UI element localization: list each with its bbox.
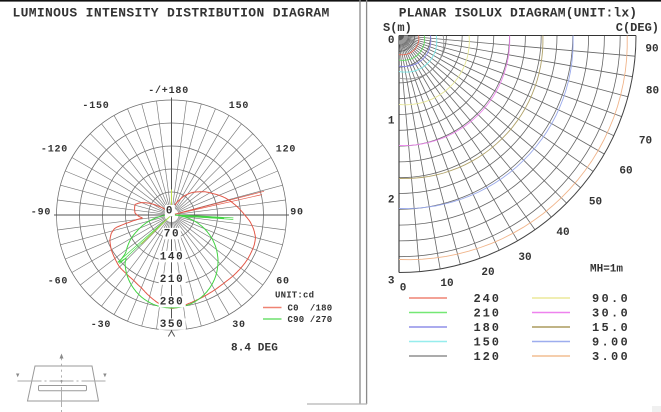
svg-text:70: 70 xyxy=(164,229,180,241)
svg-text:50: 50 xyxy=(589,197,602,209)
svg-text:UNIT:cd: UNIT:cd xyxy=(275,291,314,301)
svg-text:-/+180: -/+180 xyxy=(148,85,189,97)
svg-text:C(DEG): C(DEG) xyxy=(616,21,659,35)
svg-text:C0 /180: C0 /180 xyxy=(288,304,333,314)
svg-text:350: 350 xyxy=(160,319,185,331)
svg-text:280: 280 xyxy=(160,297,185,309)
svg-text:210: 210 xyxy=(160,274,185,286)
svg-text:120: 120 xyxy=(474,350,501,364)
svg-text:60: 60 xyxy=(276,277,290,288)
svg-text:150: 150 xyxy=(229,101,249,112)
svg-text:120: 120 xyxy=(276,145,296,156)
svg-text:20: 20 xyxy=(481,267,494,279)
svg-text:9.00: 9.00 xyxy=(592,336,630,350)
svg-text:15.0: 15.0 xyxy=(592,321,630,335)
svg-text:140: 140 xyxy=(160,252,185,264)
svg-text:-150: -150 xyxy=(82,101,109,112)
svg-text:MH=1m: MH=1m xyxy=(590,264,623,276)
svg-text:0: 0 xyxy=(166,206,174,218)
svg-text:10: 10 xyxy=(440,278,453,290)
svg-text:-30: -30 xyxy=(91,320,111,331)
svg-text:S(m): S(m) xyxy=(383,21,412,35)
svg-text:210: 210 xyxy=(474,307,501,321)
svg-text:80: 80 xyxy=(646,86,659,98)
svg-text:150: 150 xyxy=(474,336,501,350)
svg-text:240: 240 xyxy=(474,292,501,306)
svg-text:0: 0 xyxy=(388,35,395,47)
svg-text:60: 60 xyxy=(619,166,632,178)
svg-text:90: 90 xyxy=(290,208,304,219)
svg-text:1: 1 xyxy=(388,116,395,128)
svg-text:LUMINOUS INTENSITY DISTRIBUTIO: LUMINOUS INTENSITY DISTRIBUTION DIAGRAM xyxy=(13,6,330,21)
svg-text:30: 30 xyxy=(232,320,246,331)
svg-text:180: 180 xyxy=(474,321,501,335)
svg-text:C90 /270: C90 /270 xyxy=(288,315,333,325)
svg-text:PLANAR ISOLUX DIAGRAM(UNIT:lx): PLANAR ISOLUX DIAGRAM(UNIT:lx) xyxy=(399,6,638,21)
svg-text:90: 90 xyxy=(645,44,658,56)
svg-text:8.4 DEG: 8.4 DEG xyxy=(231,343,278,355)
svg-text:3.00: 3.00 xyxy=(592,350,630,364)
svg-text:90.0: 90.0 xyxy=(592,292,630,306)
svg-text:-90: -90 xyxy=(31,208,51,219)
svg-text:70: 70 xyxy=(639,136,652,148)
svg-text:-60: -60 xyxy=(48,277,68,288)
svg-text:3: 3 xyxy=(388,275,395,287)
svg-text:30: 30 xyxy=(518,252,531,264)
svg-text:-120: -120 xyxy=(41,145,68,156)
svg-text:0: 0 xyxy=(400,283,407,295)
svg-text:40: 40 xyxy=(556,227,569,239)
svg-text:2: 2 xyxy=(388,195,395,207)
svg-text:30.0: 30.0 xyxy=(592,307,630,321)
